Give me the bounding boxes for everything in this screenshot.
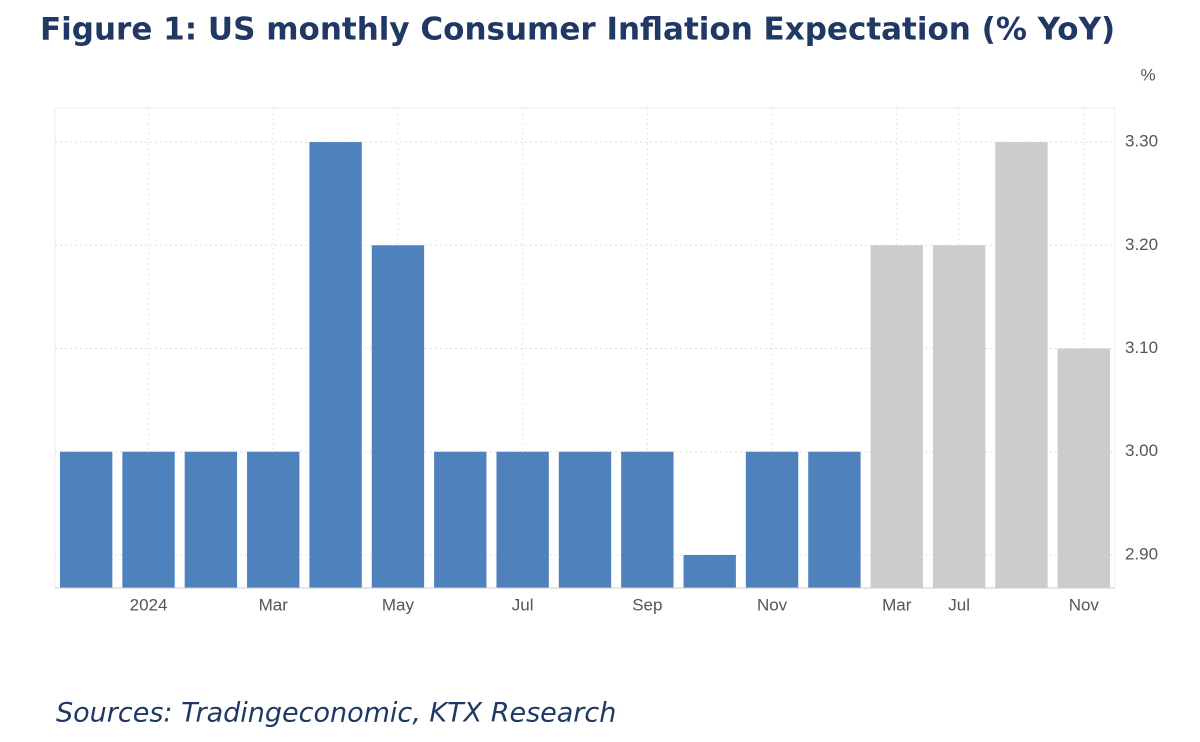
y-tick-label: 3.30 <box>1125 132 1158 151</box>
y-tick-label: 2.90 <box>1125 544 1158 563</box>
chart-title: Figure 1: US monthly Consumer Inflation … <box>40 12 1115 48</box>
bar <box>184 451 238 588</box>
x-tick-label: Jul <box>948 595 970 614</box>
bar <box>1057 348 1111 588</box>
x-tick-label: May <box>382 595 415 614</box>
bar <box>247 451 300 588</box>
bar <box>932 245 986 588</box>
unit-label: % <box>1140 65 1155 84</box>
y-tick-label: 3.20 <box>1125 235 1158 254</box>
y-tick-label: 3.00 <box>1125 441 1158 460</box>
x-tick-label: 2024 <box>130 595 168 614</box>
bar <box>683 554 736 588</box>
x-tick-label: Mar <box>259 595 289 614</box>
bar <box>59 451 113 588</box>
x-tick-label: Nov <box>1069 595 1100 614</box>
x-tick-label: Sep <box>632 595 662 614</box>
x-tick-label: Nov <box>757 595 788 614</box>
bar <box>309 142 362 588</box>
bar <box>434 451 487 588</box>
bar <box>808 451 861 588</box>
x-tick-label: Jul <box>512 595 534 614</box>
bar <box>745 451 799 588</box>
x-tick-label: Mar <box>882 595 912 614</box>
bar <box>558 451 612 588</box>
bar <box>621 451 674 588</box>
y-tick-label: 3.10 <box>1125 338 1158 357</box>
bar <box>995 142 1048 588</box>
bar <box>122 451 175 588</box>
bar <box>870 245 923 588</box>
bar <box>371 245 425 588</box>
bar <box>496 451 549 588</box>
source-note: Sources: Tradingeconomic, KTX Research <box>56 698 616 729</box>
